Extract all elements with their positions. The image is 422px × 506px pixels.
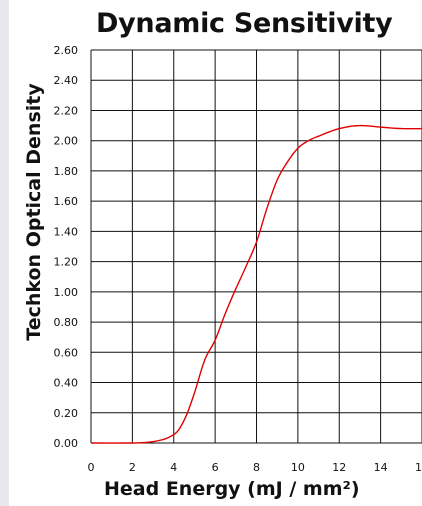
y-tick-label: 0.40 bbox=[54, 377, 79, 390]
y-tick-label: 2.40 bbox=[54, 74, 79, 87]
y-tick-label: 0.80 bbox=[54, 316, 79, 329]
x-tick-label: 2 bbox=[129, 461, 136, 474]
x-tick-label: 16 bbox=[415, 461, 422, 474]
x-tick-label: 0 bbox=[88, 461, 95, 474]
x-tick-label: 8 bbox=[253, 461, 260, 474]
y-tick-label: 1.80 bbox=[54, 165, 79, 178]
y-tick-label: 2.60 bbox=[54, 44, 79, 57]
x-tick-label: 10 bbox=[291, 461, 305, 474]
x-axis-label: Head Energy (mJ / mm²) bbox=[104, 478, 360, 500]
x-tick-label: 6 bbox=[212, 461, 219, 474]
y-tick-label: 2.20 bbox=[54, 104, 79, 117]
y-tick-label: 1.60 bbox=[54, 195, 79, 208]
y-tick-label: 0.20 bbox=[54, 407, 79, 420]
x-tick-label: 14 bbox=[374, 461, 388, 474]
chart-title: Dynamic Sensitivity bbox=[96, 8, 393, 39]
y-tick-label: 1.00 bbox=[54, 286, 79, 299]
x-tick-label: 4 bbox=[170, 461, 177, 474]
window-edge-strip bbox=[0, 0, 9, 506]
series-line bbox=[90, 124, 422, 444]
y-tick-label: 0.00 bbox=[54, 437, 79, 450]
x-tick-label: 12 bbox=[332, 461, 346, 474]
y-tick-label: 1.20 bbox=[54, 256, 79, 269]
y-tick-label: 0.60 bbox=[54, 346, 79, 359]
y-tick-label: 1.40 bbox=[54, 225, 79, 238]
y-tick-label: 2.00 bbox=[54, 135, 79, 148]
